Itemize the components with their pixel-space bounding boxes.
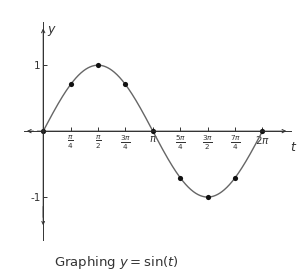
Text: Graphing $y = \sin(t)$: Graphing $y = \sin(t)$ — [54, 254, 179, 271]
Point — [205, 195, 210, 199]
Point — [150, 129, 155, 133]
Point — [260, 129, 265, 133]
Point — [178, 175, 183, 180]
Text: $y$: $y$ — [47, 24, 57, 38]
Point — [233, 175, 238, 180]
Text: $t$: $t$ — [290, 141, 298, 154]
Point — [41, 129, 46, 133]
Point — [123, 82, 128, 87]
Point — [96, 63, 100, 68]
Point — [68, 82, 73, 87]
